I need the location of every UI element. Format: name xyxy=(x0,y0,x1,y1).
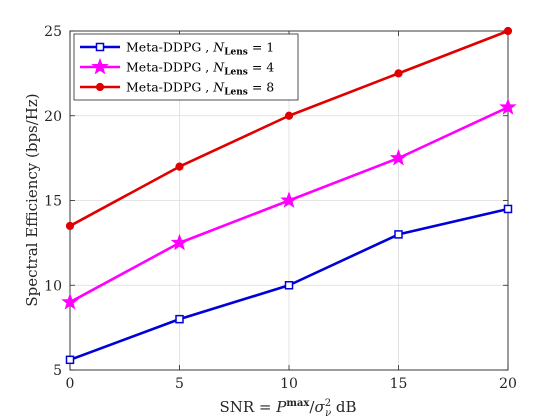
series-1-point xyxy=(284,281,294,290)
legend: Meta-DDPG , NLens = 1 Meta-DDPG , NLens =… xyxy=(73,33,299,101)
y-tick-label: 10 xyxy=(44,278,62,294)
series-3-point xyxy=(175,162,184,171)
series-1-point xyxy=(394,230,403,239)
series-3-point xyxy=(65,221,75,231)
x-tick-label: 15 xyxy=(390,376,408,392)
x-tick-label: 10 xyxy=(280,376,298,392)
y-tick-label: 15 xyxy=(44,194,62,210)
y-axis-label: Spectral Efficiency (bps/Hz) xyxy=(23,93,41,306)
series-group xyxy=(61,26,517,365)
series-1-point xyxy=(65,355,75,365)
series-2-point xyxy=(499,98,517,115)
x-axis-label: SNR = Pmax/σ2 ν dB xyxy=(219,398,356,419)
x-tick-label: 5 xyxy=(175,376,184,392)
y-tick-label: 5 xyxy=(53,363,62,379)
plot-frame xyxy=(69,30,509,371)
x-tick-label: 20 xyxy=(499,376,517,392)
axes-frame xyxy=(69,30,509,371)
series-3-point xyxy=(284,111,294,120)
legend-label-1: Meta-DDPG , NLens = 1 xyxy=(126,40,274,58)
series-3-point xyxy=(503,26,513,36)
y-tick-label: 20 xyxy=(44,109,62,125)
legend-marker-3 xyxy=(95,82,105,92)
x-tick-label: 0 xyxy=(66,376,75,392)
legend-marker-2 xyxy=(91,57,109,75)
series-1-point xyxy=(503,204,513,214)
series-2-point xyxy=(280,191,298,208)
series-1-point xyxy=(175,314,184,324)
legend-label-2: Meta-DDPG , NLens = 4 xyxy=(126,60,274,78)
series-3-point xyxy=(394,69,403,78)
y-tick-label: 25 xyxy=(44,24,62,40)
series-2-point xyxy=(389,148,408,166)
series-2-point xyxy=(61,293,79,310)
legend-marker-1 xyxy=(95,42,105,52)
legend-label-3: Meta-DDPG , NLens = 8 xyxy=(126,80,274,98)
series-2-point xyxy=(170,233,189,251)
